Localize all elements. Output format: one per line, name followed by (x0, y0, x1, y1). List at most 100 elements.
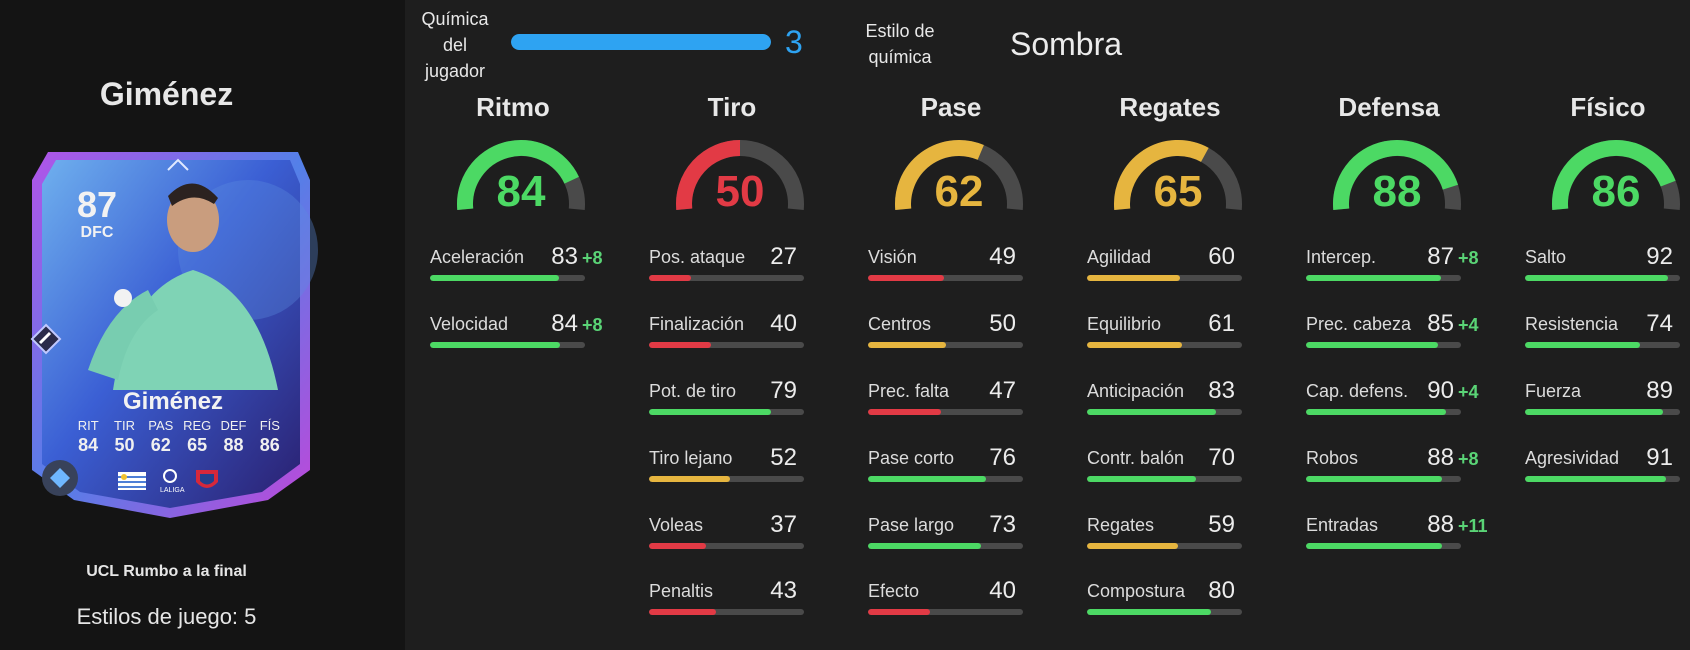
card-overall: 87 (76, 184, 118, 225)
category-title: Pase (920, 92, 982, 122)
attribute-bar (1525, 409, 1680, 415)
card-stat-label: RIT (77, 418, 99, 433)
attribute-row[interactable]: Contr. balón 70 (1087, 444, 1257, 488)
attribute-value: 91 (1646, 444, 1673, 471)
attribute-row[interactable]: Equilibrio 61 (1087, 310, 1257, 354)
attribute-row[interactable]: Agilidad 60 (1087, 243, 1257, 287)
attribute-row[interactable]: Centros 50 (868, 310, 1038, 354)
player-card[interactable]: 87 DFC Giménez RIT 84 TIR 50 PAS 62 REG 65 DEF 88… (18, 140, 323, 520)
attribute-row[interactable]: Regates 59 (1087, 511, 1257, 555)
attribute-row[interactable]: Pos. ataque 27 (649, 243, 819, 287)
playstyle-badge-icon[interactable] (30, 323, 62, 355)
attribute-bar-fill (868, 543, 982, 549)
card-stats: RIT 84 TIR 50 PAS 62 REG 65 DEF 88 FÍS 86 (70, 418, 288, 456)
attribute-row[interactable]: Robos 88 +8 (1306, 444, 1479, 488)
attribute-value: 74 (1646, 310, 1673, 337)
category-title: Tiro (707, 92, 757, 122)
gauge-fill (895, 140, 984, 211)
attribute-row[interactable]: Penaltis 43 (649, 577, 819, 621)
attribute-row[interactable]: Velocidad 84 +8 (430, 310, 603, 354)
attribute-bar (1525, 275, 1680, 281)
card-stat-label: REG (183, 418, 212, 433)
attribute-bar-fill (649, 409, 772, 415)
attribute-bar (649, 476, 804, 482)
category-gauge: 84 (457, 140, 585, 216)
attribute-bar (1525, 342, 1680, 348)
attribute-row[interactable]: Intercep. 87 +8 (1306, 243, 1479, 287)
attribute-bar-fill (1306, 275, 1441, 281)
attribute-bonus: +8 (1458, 449, 1479, 469)
attribute-bonus: +11 (1458, 516, 1488, 536)
attribute-row[interactable]: Cap. defens. 90 +4 (1306, 377, 1479, 421)
attribute-row[interactable]: Prec. falta 47 (868, 377, 1038, 421)
gauge-fill (1333, 140, 1459, 211)
attribute-bar (1306, 409, 1461, 415)
attribute-bar-fill (1306, 409, 1446, 415)
uruguay-flag-icon (118, 472, 146, 490)
card-stat-label: TIR (114, 418, 135, 433)
attribute-name: Pase corto (868, 448, 955, 468)
evolution-icon[interactable] (40, 458, 80, 498)
category-title: Regates (1119, 92, 1221, 122)
attribute-row[interactable]: Pot. de tiro 79 (649, 377, 819, 421)
attribute-bar-fill (1087, 342, 1182, 348)
card-stat-value: 62 (150, 435, 171, 455)
attribute-name: Intercep. (1306, 247, 1377, 267)
attribute-row[interactable]: Agresividad 91 (1525, 444, 1690, 488)
attribute-value: 76 (989, 444, 1016, 471)
chemistry-label: Química del jugador (421, 9, 489, 81)
attribute-name: Salto (1525, 247, 1567, 267)
attribute-bar (430, 342, 585, 348)
attribute-row[interactable]: Resistencia 74 (1525, 310, 1690, 354)
attribute-name: Aceleración (430, 247, 525, 267)
card-stat: FÍS 86 (252, 418, 288, 456)
attribute-bar (649, 609, 804, 615)
attribute-bar-fill (1087, 609, 1211, 615)
card-player-name: Giménez (122, 388, 224, 415)
attribute-value: 37 (770, 511, 797, 538)
attribute-row[interactable]: Aceleración 83 +8 (430, 243, 603, 287)
attribute-row[interactable]: Visión 49 (868, 243, 1038, 287)
chem-style-value[interactable]: Sombra (1010, 26, 1123, 62)
attribute-bar (649, 342, 804, 348)
card-stat-label: DEF (220, 418, 247, 433)
attribute-name: Resistencia (1525, 314, 1619, 334)
chem-style-label: Estilo de química (865, 21, 935, 67)
category-gauge: 50 (676, 140, 804, 216)
attribute-row[interactable]: Voleas 37 (649, 511, 819, 555)
attribute-name: Visión (868, 247, 917, 267)
attribute-row[interactable]: Salto 92 (1525, 243, 1690, 287)
attribute-row[interactable]: Prec. cabeza 85 +4 (1306, 310, 1479, 354)
attribute-value: 40 (989, 577, 1016, 604)
attribute-value: 61 (1208, 310, 1235, 337)
attribute-bar-fill (868, 275, 944, 281)
attribute-bar (868, 609, 1023, 615)
card-stat-label: FÍS (259, 418, 280, 433)
attribute-value: 87 (1427, 243, 1454, 270)
attribute-row[interactable]: Anticipación 83 (1087, 377, 1257, 421)
attribute-row[interactable]: Pase corto 76 (868, 444, 1038, 488)
attribute-bar (1087, 476, 1242, 482)
attribute-name: Tiro lejano (649, 448, 733, 468)
player-name: Giménez (99, 76, 234, 112)
attribute-bar (1087, 275, 1242, 281)
attribute-row[interactable]: Tiro lejano 52 (649, 444, 819, 488)
attribute-name: Robos (1306, 448, 1359, 468)
attribute-row[interactable]: Pase largo 73 (868, 511, 1038, 555)
attribute-bonus: +8 (582, 248, 603, 268)
attribute-bar-fill (1525, 342, 1640, 348)
card-badges: LALIGA (118, 469, 218, 494)
attribute-value: 43 (770, 577, 797, 604)
attribute-bar-fill (649, 342, 711, 348)
attribute-name: Equilibrio (1087, 314, 1162, 334)
attribute-row[interactable]: Fuerza 89 (1525, 377, 1690, 421)
attribute-row[interactable]: Finalización 40 (649, 310, 819, 354)
attribute-row[interactable]: Entradas 88 +11 (1306, 511, 1488, 555)
attribute-bar-fill (868, 342, 946, 348)
attribute-value: 59 (1208, 511, 1235, 538)
attribute-row[interactable]: Efecto 40 (868, 577, 1038, 621)
attribute-row[interactable]: Compostura 80 (1087, 577, 1257, 621)
gauge-fill (457, 140, 579, 211)
attribute-value: 49 (989, 243, 1016, 270)
stats-panel: Química del jugador 3 Estilo de química … (405, 0, 1690, 650)
